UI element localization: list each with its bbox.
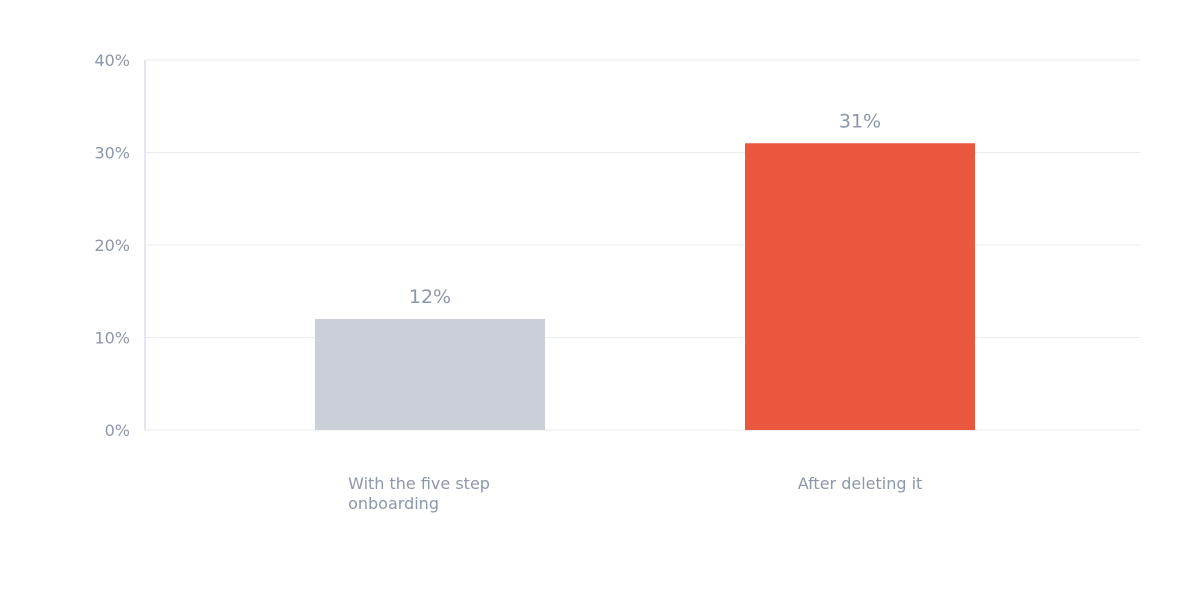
y-tick-label: 30% — [94, 144, 130, 163]
y-tick-label: 10% — [94, 329, 130, 348]
bars — [315, 143, 975, 430]
bar-value-label: 31% — [839, 110, 881, 132]
x-category-label: After deleting it — [798, 474, 923, 493]
bar — [315, 319, 545, 430]
x-category-label-line: After deleting it — [798, 474, 923, 493]
bar-value-label: 12% — [409, 286, 451, 308]
y-axis: 0% 10% 20% 30% 40% — [94, 51, 146, 440]
y-tick-label: 0% — [105, 421, 130, 440]
gridlines — [145, 59, 1140, 431]
y-tick-label: 20% — [94, 236, 130, 255]
bar — [745, 143, 975, 430]
x-category-label-line: With the five step — [348, 474, 490, 493]
data-labels: 12% 31% — [409, 110, 881, 308]
x-category-label-line: onboarding — [348, 494, 439, 513]
y-tick-label: 40% — [94, 51, 130, 70]
